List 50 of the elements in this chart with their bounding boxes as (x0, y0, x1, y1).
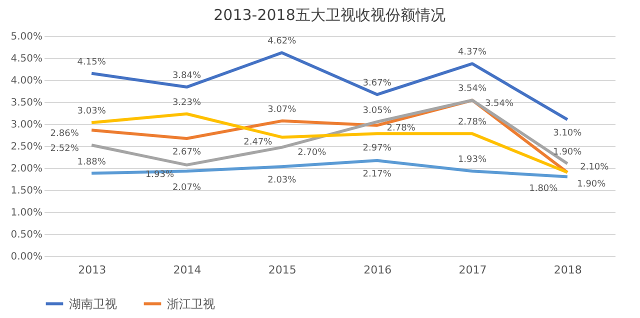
data-label: 4.15% (77, 57, 106, 68)
data-label: 2.10% (580, 162, 610, 173)
y-tick-label: 3.00% (10, 120, 42, 130)
y-tick-label: 2.50% (10, 142, 42, 152)
data-label: 2.97% (362, 143, 392, 154)
legend-label: 湖南卫视 (69, 296, 117, 311)
legend-label: 浙江卫视 (167, 296, 215, 311)
y-tick-label: 4.50% (10, 54, 42, 64)
data-label: 1.93% (145, 170, 174, 180)
data-label: 1.80% (529, 184, 558, 194)
data-label: 2.86% (50, 129, 80, 140)
data-label: 2.78% (386, 124, 416, 134)
data-label: 1.90% (553, 147, 582, 158)
y-tick-label: 1.50% (10, 186, 42, 196)
x-tick-label: 2016 (364, 264, 392, 276)
y-tick-label: 0.00% (10, 252, 42, 262)
data-label: 3.07% (268, 104, 297, 115)
data-label: 3.54% (458, 84, 487, 94)
data-label: 3.05% (362, 106, 392, 116)
x-tick-label: 2013 (78, 264, 106, 276)
y-tick-label: 0.50% (10, 230, 42, 240)
y-tick-label: 1.00% (10, 208, 42, 218)
data-label: 2.70% (298, 148, 327, 158)
data-label: 2.67% (172, 148, 202, 158)
x-tick-label: 2015 (268, 264, 296, 276)
data-label: 4.37% (458, 48, 487, 58)
y-tick-label: 2.00% (10, 164, 42, 174)
x-tick-label: 2014 (173, 264, 202, 276)
data-label: 3.84% (172, 71, 202, 82)
data-label: 2.03% (268, 176, 297, 186)
data-label: 3.10% (553, 128, 582, 139)
data-label: 1.90% (577, 179, 606, 190)
data-label: 2.78% (458, 118, 487, 128)
y-tick-label: 3.50% (10, 98, 42, 108)
chart-title: 2013-2018五大卫视收视份额情况 (214, 6, 446, 24)
y-tick-label: 5.00% (10, 32, 42, 42)
data-label: 3.23% (172, 98, 202, 108)
data-label: 2.07% (172, 182, 202, 193)
data-label: 2.52% (50, 144, 80, 154)
data-label: 2.17% (362, 170, 392, 180)
y-tick-label: 4.00% (10, 76, 42, 86)
data-label: 1.88% (77, 157, 106, 168)
data-label: 1.93% (458, 155, 487, 166)
x-tick-label: 2017 (458, 264, 487, 276)
data-label: 3.67% (362, 78, 392, 89)
data-label: 2.47% (244, 137, 273, 148)
x-tick-label: 2018 (554, 264, 582, 276)
data-label: 4.62% (268, 36, 297, 47)
data-label: 3.54% (484, 99, 514, 110)
data-label: 3.03% (77, 106, 106, 117)
